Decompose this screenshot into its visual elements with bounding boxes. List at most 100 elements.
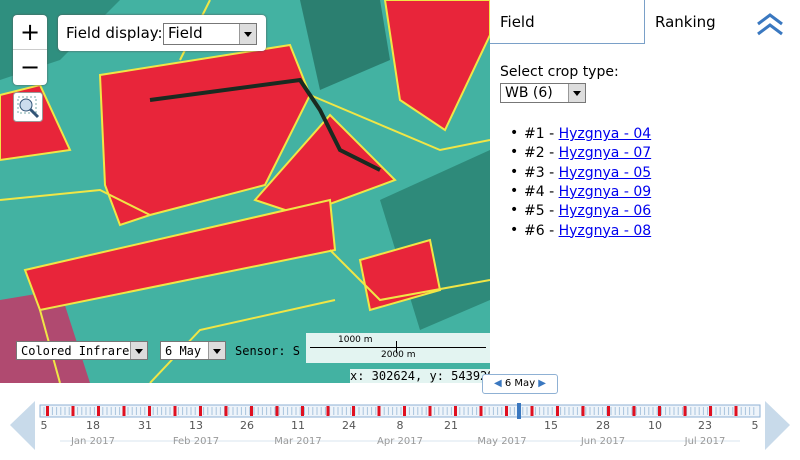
month-label: Jun 2017 [580, 436, 625, 447]
rank-label: #5 - [524, 203, 559, 220]
image-date-mark[interactable] [581, 406, 585, 416]
image-date-mark[interactable] [709, 406, 712, 416]
field-link[interactable]: Hyzgnya - 06 [558, 203, 652, 220]
image-date-mark[interactable] [632, 406, 636, 416]
crop-value: WB (6) [505, 85, 553, 101]
image-date-mark[interactable] [46, 406, 49, 416]
image-date-mark[interactable] [173, 406, 177, 416]
field-link[interactable]: Hyzgnya - 07 [558, 145, 652, 162]
image-date-mark[interactable] [556, 406, 559, 416]
collapse-icon[interactable] [755, 12, 785, 38]
side-panel: Field Ranking Select crop type: WB (6) •… [490, 0, 800, 383]
ranking-item: • #2 - Hyzgnya - 07 [510, 144, 652, 162]
image-date-mark[interactable] [275, 406, 279, 416]
field-link[interactable]: Hyzgnya - 09 [558, 183, 652, 200]
month-label: Jul 2017 [684, 436, 726, 447]
field-display-select[interactable]: Field [163, 23, 257, 45]
rank-label: #2 - [524, 145, 559, 162]
current-date: 6 May [504, 378, 536, 389]
image-date-mark[interactable] [301, 406, 304, 416]
map-imagery[interactable] [0, 0, 490, 383]
ranking-item: • #5 - Hyzgnya - 06 [510, 202, 652, 220]
month-label: Mar 2017 [274, 436, 322, 447]
ranking-item: • #4 - Hyzgnya - 09 [510, 183, 652, 200]
image-date-mark[interactable] [403, 406, 406, 416]
timeline: 5 18 31 13 26 11 24 8 21 15 28 10 23 5 Jan 2017 Feb 201… [10, 401, 790, 450]
tab[interactable]: Ranking [645, 0, 800, 44]
image-date-mark[interactable] [658, 406, 661, 416]
image-date-mark[interactable] [683, 406, 687, 416]
field-link[interactable]: Hyzgnya - 08 [558, 222, 652, 239]
image-date-mark[interactable] [377, 406, 381, 416]
month-label: Apr 2017 [377, 436, 423, 447]
day-label: 26 [240, 419, 254, 432]
image-date-mark[interactable] [352, 406, 355, 416]
rank-label: #6 - [524, 222, 559, 239]
ranking-item: • #3 - Hyzgnya - 05 [510, 164, 652, 181]
bullet: • [510, 163, 519, 180]
day-label: 28 [596, 419, 610, 432]
image-date-mark[interactable] [479, 406, 483, 416]
image-date-mark[interactable] [734, 406, 738, 416]
field-display-panel: Field display: Field [58, 15, 266, 51]
image-date-mark[interactable] [199, 406, 202, 416]
image-date-mark[interactable] [607, 406, 610, 416]
ranking-item: • #6 - Hyzgnya - 08 [510, 222, 652, 239]
image-date-mark[interactable] [428, 406, 432, 416]
image-date-mark[interactable] [224, 406, 228, 416]
day-label: 18 [86, 419, 100, 432]
layer-value: Colored Infrare [21, 344, 130, 358]
field-link[interactable]: Hyzgnya - 04 [558, 126, 652, 142]
image-date-mark[interactable] [122, 406, 126, 416]
coordinates: x: 302624, y: 543928 [350, 369, 495, 383]
rank-label: #3 - [524, 164, 559, 181]
tab[interactable]: Field [490, 0, 645, 44]
rank-label: #1 - [524, 126, 559, 142]
field-display-label: Field display: [66, 24, 163, 42]
tab-label: Field [500, 13, 535, 31]
zoom-box-button[interactable] [13, 92, 43, 122]
image-date-mark[interactable] [148, 406, 151, 416]
bullet: • [510, 202, 519, 219]
crop-label: Select crop type: [500, 64, 619, 80]
day-label: 31 [138, 419, 152, 432]
image-date-mark[interactable] [97, 406, 100, 416]
rank-label: #4 - [524, 183, 559, 200]
image-date-mark[interactable] [326, 406, 330, 416]
month-label: Jan 2017 [70, 436, 115, 447]
month-label: May 2017 [477, 436, 526, 447]
bullet: • [510, 221, 519, 238]
month-label: Feb 2017 [173, 436, 219, 447]
image-date-mark[interactable] [250, 406, 253, 416]
scale-bar: 1000 m 2000 m [306, 333, 490, 363]
bullet: • [510, 125, 519, 141]
layer-select[interactable]: Colored Infrare [16, 341, 148, 360]
timeline-current[interactable]: ◀ 6 May ▶ [482, 374, 558, 394]
zoom-in-button[interactable]: + [13, 15, 47, 50]
bullet: • [510, 182, 519, 199]
image-date-mark[interactable] [454, 406, 457, 416]
day-label: 24 [342, 419, 356, 432]
day-label: 23 [698, 419, 712, 432]
crop-select[interactable]: WB (6) [500, 83, 586, 103]
field-link[interactable]: Hyzgnya - 05 [558, 164, 652, 181]
day-label: 10 [648, 419, 662, 432]
zoom-control: + − [13, 15, 47, 85]
timeline-pointer [517, 403, 521, 419]
timeline-next[interactable] [765, 401, 790, 450]
scale-label: 2000 m [381, 350, 416, 360]
image-date-mark[interactable] [530, 406, 534, 416]
zoom-out-button[interactable]: − [19, 53, 41, 81]
day-label: 5 [752, 419, 759, 432]
day-label: 13 [189, 419, 203, 432]
image-date-mark[interactable] [505, 406, 508, 416]
image-date-mark[interactable] [71, 406, 75, 416]
timeline-prev[interactable] [10, 401, 35, 450]
date-value: 6 May [165, 344, 202, 358]
date-select[interactable]: 6 May [160, 341, 226, 360]
day-label: 5 [41, 419, 48, 432]
day-label: 21 [444, 419, 458, 432]
scale-label: 1000 m [338, 335, 373, 345]
day-label: 8 [397, 419, 404, 432]
